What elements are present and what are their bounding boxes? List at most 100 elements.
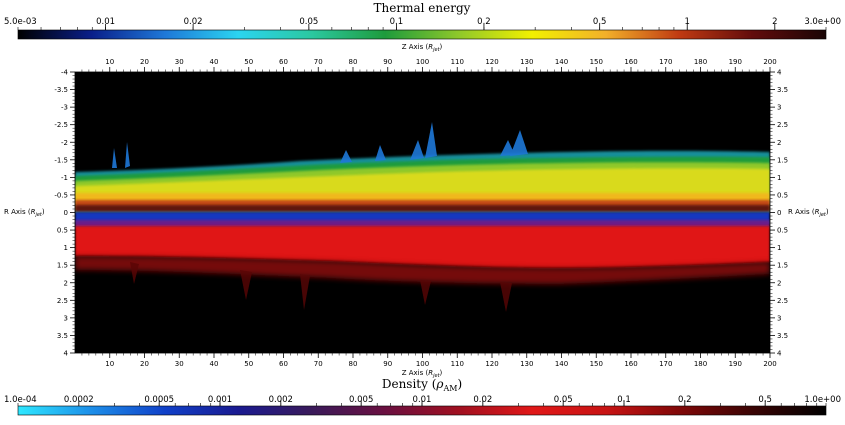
- y-tick-label-left: 0.5: [57, 227, 68, 235]
- thermal-colorbar-tick-label: 0.2: [477, 17, 491, 27]
- y-tick-label-right: 2.5: [777, 297, 788, 305]
- y-tick-label-right: 3.5: [777, 332, 788, 340]
- density-colorbar-tick-label: 0.0005: [144, 395, 174, 405]
- density-colorbar-tick-label: 0.5: [758, 395, 772, 405]
- x-tick-label-bottom: 30: [175, 360, 184, 368]
- y-tick-label-right: 4: [777, 69, 782, 77]
- density-colorbar-tick-label: 0.2: [678, 395, 692, 405]
- y-tick-label-left: 3: [64, 314, 68, 322]
- y-tick-label-right: 3: [777, 104, 781, 112]
- thermal-colorbar-tick-label: 1: [685, 17, 690, 27]
- x-tick-label-bottom: 190: [729, 360, 742, 368]
- density-colorbar-tick-label: 0.005: [349, 395, 373, 405]
- main-plot: Z Axis (Rjet) Z Axis (Rjet) R Axis (Rjet…: [4, 43, 829, 379]
- x-tick-label-top: 90: [383, 58, 392, 66]
- x-tick-label-top: 20: [140, 58, 149, 66]
- y-tick-label-left: 1.5: [57, 262, 68, 270]
- y-tick-label-right: 2: [777, 139, 781, 147]
- x-tick-label-bottom: 90: [383, 360, 392, 368]
- x-axis-bottom: 10 20 30 40 50 60 70 80 90 100 110 120 130 140 150 160 1…: [81, 353, 777, 368]
- x-tick-label-top: 130: [520, 58, 533, 66]
- y-axis-left: -4 -3.5 -3 -2.5 -2 -1.5 -1 -0.5 0 0.5 1 1.5 2 2.5 3 3.5…: [54, 69, 75, 358]
- y-tick-label-left: 3.5: [57, 332, 68, 340]
- density-colorbar-tick-label: 0.001: [208, 395, 232, 405]
- thermal-colorbar: Thermal energy 5.0e-03 3.0e+00 0.01 0.02 0…: [4, 1, 841, 40]
- x-tick-label-bottom: 130: [520, 360, 533, 368]
- r-axis-label-right: R Axis (Rjet): [788, 208, 829, 218]
- thermal-colorbar-tick-label: 0.05: [299, 17, 318, 27]
- density-spikes: [130, 262, 512, 312]
- density-field: [75, 212, 770, 312]
- y-tick-label-right: 2: [777, 279, 781, 287]
- density-colorbar-ticks: 0.0002 0.0005 0.001 0.002 0.005 0.01 0.02 0.05 0…: [17, 395, 827, 406]
- density-colorbar-title: Density (ρAM): [382, 377, 462, 393]
- x-tick-label-top: 150: [590, 58, 603, 66]
- x-tick-label-top: 170: [659, 58, 672, 66]
- x-tick-label-top: 70: [314, 58, 323, 66]
- thermal-colorbar-tick-label: 0.01: [96, 17, 115, 27]
- y-tick-label-left: 1: [64, 244, 68, 252]
- density-colorbar-tick-label: 0.01: [413, 395, 432, 405]
- y-tick-label-right: 2.5: [777, 121, 788, 129]
- thermal-colorbar-max-label: 3.0e+00: [804, 17, 841, 27]
- y-tick-label-right: 3.5: [777, 86, 788, 94]
- x-tick-label-top: 40: [210, 58, 219, 66]
- r-axis-label-left: R Axis (Rjet): [4, 208, 45, 218]
- x-tick-label-bottom: 50: [244, 360, 253, 368]
- x-tick-label-top: 200: [763, 58, 776, 66]
- y-tick-label-left: 4: [64, 350, 69, 358]
- x-tick-label-bottom: 40: [210, 360, 219, 368]
- y-tick-label-right: 1: [777, 174, 781, 182]
- density-colorbar-max-label: 1.0e+00: [804, 395, 841, 405]
- y-tick-label-right: 1: [777, 244, 781, 252]
- y-axis-right: 4 3.5 3 2.5 2 1.5 1 0.5 0 0.5 1 1.5 2 2.5 3 3.5 4: [770, 69, 788, 358]
- y-tick-label-right: 3: [777, 314, 781, 322]
- y-tick-label-left: -2.5: [54, 121, 68, 129]
- density-colorbar-tick-label: 0.0002: [64, 395, 94, 405]
- x-tick-label-top: 100: [416, 58, 429, 66]
- x-tick-label-top: 60: [279, 58, 288, 66]
- x-tick-label-bottom: 100: [416, 360, 429, 368]
- density-colorbar-gradient-bar: [17, 405, 827, 416]
- x-tick-label-bottom: 140: [555, 360, 568, 368]
- y-tick-label-right: 0.5: [777, 227, 788, 235]
- x-tick-label-bottom: 160: [624, 360, 637, 368]
- x-tick-label-top: 120: [485, 58, 498, 66]
- y-tick-label-left: -2: [61, 139, 68, 147]
- y-tick-label-right: 0: [777, 209, 781, 217]
- x-tick-label-top: 180: [694, 58, 707, 66]
- thermal-colorbar-min-label: 5.0e-03: [4, 17, 37, 27]
- x-tick-label-bottom: 120: [485, 360, 498, 368]
- density-colorbar-min-label: 1.0e-04: [4, 395, 37, 405]
- heatmap-image: [75, 72, 770, 353]
- y-tick-label-right: 1.5: [777, 262, 788, 270]
- x-tick-label-bottom: 150: [590, 360, 603, 368]
- y-tick-label-left: 2: [64, 279, 68, 287]
- x-tick-label-bottom: 110: [451, 360, 464, 368]
- x-tick-label-top: 30: [175, 58, 184, 66]
- x-tick-label-top: 110: [451, 58, 464, 66]
- density-colorbar: Density (ρAM) 1.0e-04 1.0e+00 0.0002 0.00…: [4, 377, 841, 416]
- x-tick-label-bottom: 180: [694, 360, 707, 368]
- x-tick-label-bottom: 60: [279, 360, 288, 368]
- x-tick-label-top: 50: [244, 58, 253, 66]
- x-tick-label-bottom: 200: [763, 360, 776, 368]
- x-tick-label-bottom: 80: [349, 360, 358, 368]
- thermal-colorbar-tick-label: 0.02: [184, 17, 203, 27]
- y-tick-label-left: -3: [61, 104, 68, 112]
- z-axis-label-top: Z Axis (Rjet): [402, 43, 443, 53]
- x-tick-label-top: 10: [105, 58, 114, 66]
- x-tick-label-top: 190: [729, 58, 742, 66]
- x-tick-label-top: 140: [555, 58, 568, 66]
- thermal-colorbar-tick-label: 2: [772, 17, 777, 27]
- density-colorbar-tick-label: 0.02: [473, 395, 492, 405]
- x-tick-label-top: 80: [349, 58, 358, 66]
- y-tick-label-left: 2.5: [57, 297, 68, 305]
- thermal-spikes: [112, 122, 528, 168]
- thermal-colorbar-ticks: 0.01 0.02 0.05 0.1 0.2 0.5 1 2: [17, 17, 827, 30]
- y-tick-label-left: -1.5: [54, 156, 68, 164]
- x-tick-label-bottom: 70: [314, 360, 323, 368]
- y-tick-label-right: 4: [777, 350, 782, 358]
- x-tick-label-top: 160: [624, 58, 637, 66]
